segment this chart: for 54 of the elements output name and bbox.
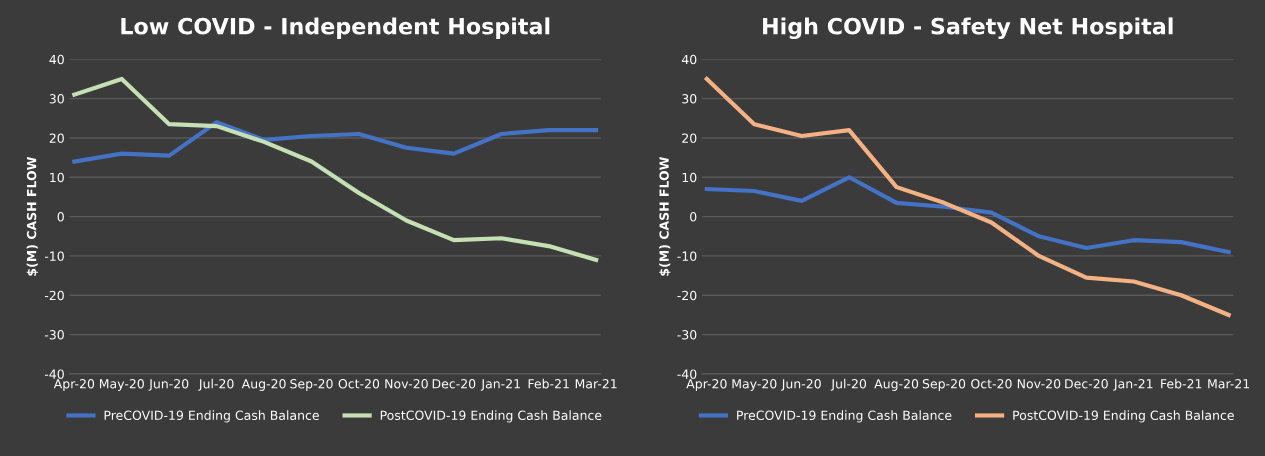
- y-tick-label: 20: [682, 133, 697, 143]
- x-tick-label: May-20: [732, 379, 777, 391]
- x-tick-label: Jul-20: [830, 378, 867, 391]
- y-tick-label: -10: [677, 251, 697, 261]
- x-tick-label: Oct-20: [338, 379, 380, 389]
- x-tick-label: Apr-20: [686, 379, 727, 391]
- x-tick-label: Sep-20: [290, 379, 333, 391]
- legend-label: PostCOVID-19 Ending Cash Balance: [1013, 410, 1234, 423]
- x-tick-label: Dec-20: [1065, 379, 1108, 389]
- y-tick-label: 40: [49, 54, 64, 65]
- line-series: [72, 76, 599, 262]
- x-tick-label: Nov-20: [385, 379, 428, 389]
- x-tick-label: Feb-21: [1161, 378, 1202, 389]
- y-tick-label: 40: [681, 54, 697, 65]
- y-tick-label: -10: [44, 251, 64, 261]
- x-tick-label: Dec-20: [432, 379, 476, 389]
- y-tick-label: -40: [677, 369, 697, 379]
- x-tick-label: Jan-21: [1113, 379, 1153, 391]
- x-tick-label: Aug-20: [874, 379, 919, 391]
- x-tick-label: Apr-20: [53, 379, 95, 391]
- line-series: [704, 175, 1231, 255]
- y-tick-label: -30: [677, 330, 697, 340]
- line-series: [72, 120, 599, 164]
- x-tick-label: Feb-21: [528, 378, 569, 389]
- y-tick-label: -20: [677, 290, 697, 301]
- y-tick-label: 30: [49, 94, 64, 104]
- x-tick-label: Jun-20: [781, 379, 821, 391]
- x-tick-label: Aug-20: [241, 379, 286, 391]
- x-tick-label: May-20: [99, 379, 144, 391]
- y-tick-label: 10: [50, 172, 64, 183]
- legend-label: PreCOVID-19 Ending Cash Balance: [104, 410, 319, 423]
- legend-label: PreCOVID-19 Ending Cash Balance: [737, 410, 952, 423]
- y-tick-label: 30: [682, 94, 697, 104]
- y-axis-title: $(M) CASH FLOW: [659, 156, 671, 276]
- chart-title: High COVID - Safety Net Hospital: [763, 17, 1173, 40]
- y-axis-title: $(M) CASH FLOW: [26, 156, 38, 276]
- x-tick-label: Jun-20: [148, 379, 189, 391]
- y-tick-label: 0: [690, 212, 697, 222]
- x-tick-label: Mar-21: [1208, 379, 1250, 389]
- x-tick-label: Jul-20: [198, 378, 234, 391]
- x-tick-label: Nov-20: [1017, 379, 1061, 389]
- y-tick-label: 0: [57, 212, 64, 222]
- y-tick-label: -20: [44, 290, 64, 301]
- x-tick-label: Sep-20: [922, 379, 966, 391]
- x-tick-label: Mar-21: [575, 379, 617, 389]
- y-tick-label: -30: [44, 330, 64, 340]
- chart-title: Low COVID - Independent Hospital: [121, 17, 550, 39]
- legend-label: PostCOVID-19 Ending Cash Balance: [380, 410, 602, 423]
- x-tick-label: Jan-21: [480, 379, 520, 391]
- y-tick-label: 10: [682, 172, 697, 183]
- line-series: [704, 76, 1231, 318]
- y-tick-label: -40: [44, 369, 64, 379]
- x-tick-label: Oct-20: [971, 379, 1012, 389]
- y-tick-label: 20: [49, 133, 64, 143]
